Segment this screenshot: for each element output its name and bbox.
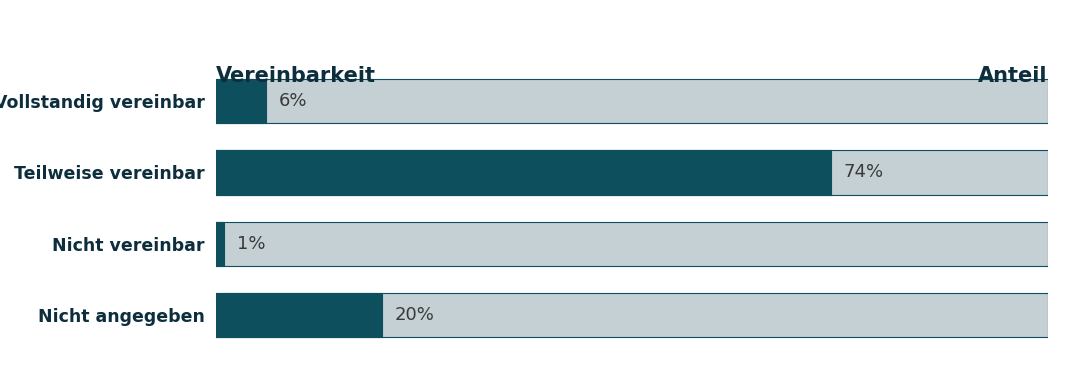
Bar xyxy=(216,79,1048,123)
Bar xyxy=(216,150,832,195)
Text: 20%: 20% xyxy=(395,306,434,324)
Bar xyxy=(216,150,1048,195)
Bar xyxy=(216,293,382,337)
Bar xyxy=(216,222,1048,266)
Text: 1%: 1% xyxy=(237,235,266,253)
Text: 74%: 74% xyxy=(843,164,885,181)
Bar xyxy=(216,293,1048,337)
Bar xyxy=(216,222,225,266)
Text: 6%: 6% xyxy=(279,92,307,110)
Text: Anteil: Anteil xyxy=(978,66,1048,86)
Bar xyxy=(216,79,266,123)
Text: Vereinbarkeit: Vereinbarkeit xyxy=(216,66,376,86)
